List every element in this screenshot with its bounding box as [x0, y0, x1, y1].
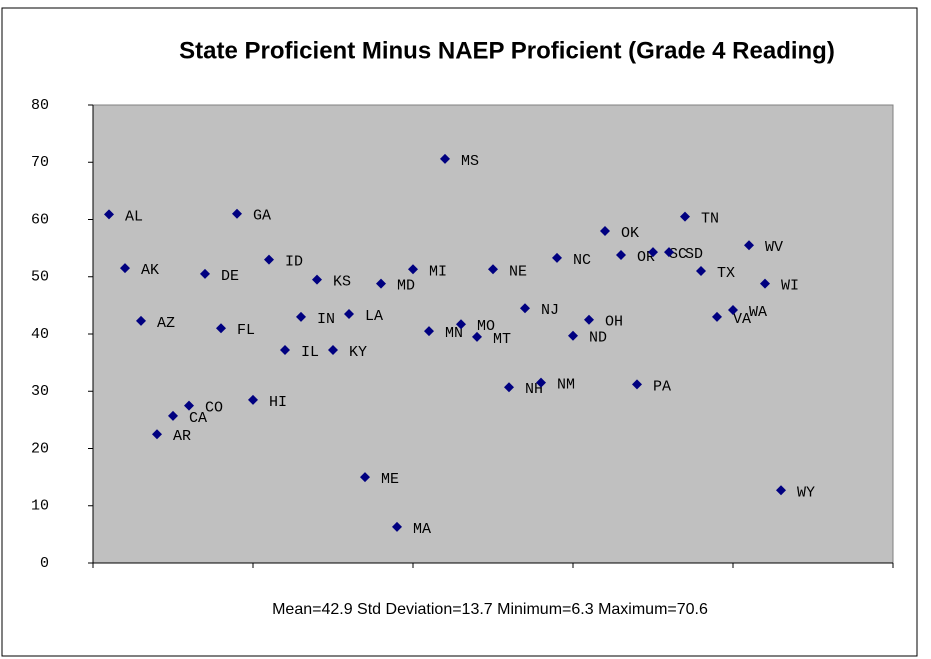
- point: [648, 247, 658, 258]
- point: [584, 314, 594, 325]
- y-tick-label: 40: [31, 326, 49, 343]
- point-label: CA: [189, 410, 207, 427]
- point-label: ND: [589, 330, 607, 347]
- point-label: MD: [397, 278, 415, 295]
- plot-area: [92, 104, 894, 564]
- annotation: Mean=42.9 Std Deviation=13.7 Minimum=6.3…: [272, 601, 708, 618]
- point-label: NJ: [541, 302, 559, 319]
- point: [504, 382, 514, 393]
- point: [616, 249, 626, 260]
- point: [600, 225, 610, 236]
- point-label: DE: [221, 268, 239, 285]
- y-tick-label: 50: [31, 269, 49, 286]
- point-label: IN: [317, 311, 335, 328]
- point-label: ID: [285, 254, 303, 271]
- point: [168, 410, 178, 421]
- point: [680, 211, 690, 222]
- point: [280, 345, 290, 356]
- point: [728, 304, 738, 315]
- point-label: NH: [525, 381, 543, 398]
- point-label: MA: [413, 521, 431, 538]
- y-tick-label: 30: [31, 383, 49, 400]
- point: [664, 247, 674, 258]
- point-label: WI: [781, 278, 799, 295]
- point: [376, 278, 386, 289]
- point: [696, 266, 706, 277]
- y-tick-label: 10: [31, 498, 49, 515]
- point-label: CO: [205, 400, 223, 417]
- point-label: SC: [669, 246, 687, 263]
- point: [552, 252, 562, 263]
- point-label: AZ: [157, 315, 175, 332]
- point: [776, 485, 786, 496]
- point: [472, 331, 482, 342]
- y-tick-label: 0: [40, 555, 49, 572]
- point: [104, 209, 114, 220]
- point-label: FL: [237, 322, 255, 339]
- point-label: TX: [717, 265, 735, 282]
- point-label: OK: [621, 225, 639, 242]
- point-label: MO: [477, 318, 495, 335]
- point: [152, 429, 162, 440]
- point-label: WY: [797, 484, 815, 501]
- point-label: ME: [381, 471, 399, 488]
- point: [632, 379, 642, 390]
- point-label: AK: [141, 262, 159, 279]
- point-label: VA: [733, 311, 751, 328]
- point: [216, 323, 226, 334]
- point: [120, 263, 130, 274]
- point: [520, 303, 530, 314]
- point: [136, 315, 146, 326]
- point: [744, 240, 754, 251]
- chart-title: State Proficient Minus NAEP Proficient (…: [179, 37, 835, 64]
- point-label: AR: [173, 428, 191, 445]
- point: [392, 521, 402, 532]
- point: [312, 274, 322, 285]
- point: [264, 254, 274, 265]
- point: [232, 208, 242, 219]
- point-label: WA: [749, 304, 767, 321]
- point: [328, 345, 338, 356]
- point: [344, 308, 354, 319]
- point-label: KY: [349, 344, 367, 361]
- point-label: MT: [493, 331, 511, 348]
- point-label: HI: [269, 394, 287, 411]
- point: [440, 153, 450, 164]
- point-label: NM: [557, 377, 575, 394]
- point: [360, 472, 370, 483]
- point-label: LA: [365, 308, 383, 325]
- point: [568, 330, 578, 341]
- point: [488, 264, 498, 275]
- point: [456, 319, 466, 330]
- point-label: WV: [765, 239, 783, 256]
- y-tick-label: 70: [31, 154, 49, 171]
- y-tick-label: 80: [31, 97, 49, 114]
- point-label: MI: [429, 263, 447, 280]
- y-tick-label: 60: [31, 211, 49, 228]
- point: [296, 311, 306, 322]
- point: [184, 400, 194, 411]
- point-label: PA: [653, 378, 671, 395]
- y-tick-label: 20: [31, 440, 49, 457]
- point: [536, 377, 546, 388]
- point-label: AL: [125, 208, 143, 225]
- point-label: KS: [333, 274, 351, 291]
- point: [760, 278, 770, 289]
- point-label: MS: [461, 153, 479, 170]
- point-label: MN: [445, 325, 463, 342]
- point-label: OH: [605, 314, 623, 331]
- point-label: TN: [701, 211, 719, 228]
- point-label: IL: [301, 344, 319, 361]
- point: [200, 268, 210, 279]
- point: [248, 394, 258, 405]
- point: [712, 311, 722, 322]
- point-label: GA: [253, 208, 271, 225]
- point: [424, 326, 434, 337]
- point-label: NC: [573, 252, 591, 269]
- point-label: NE: [509, 263, 527, 280]
- point: [408, 264, 418, 275]
- point-label: SD: [685, 246, 703, 263]
